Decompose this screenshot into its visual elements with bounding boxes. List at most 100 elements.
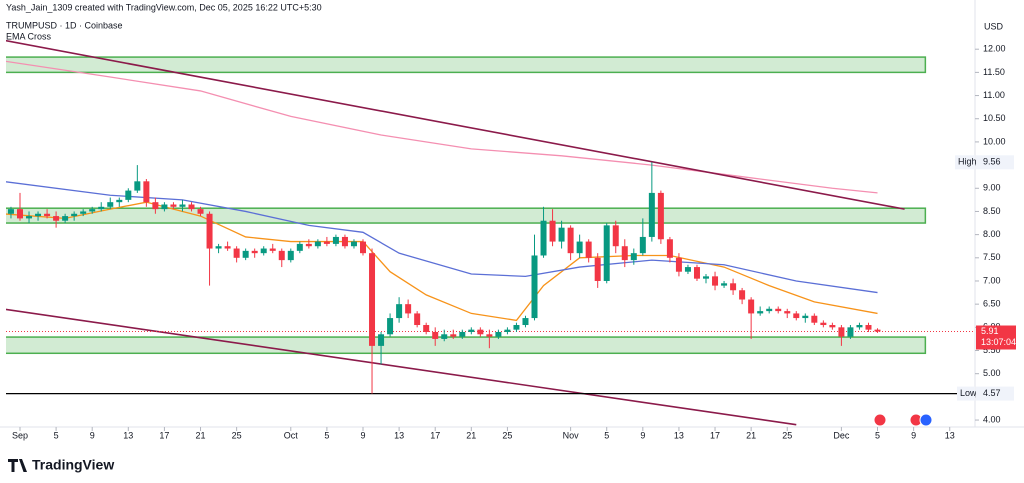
trend-line — [6, 39, 905, 210]
candle-body — [513, 325, 520, 330]
candle-body — [89, 209, 96, 212]
candle-body — [666, 239, 673, 258]
candle-body — [305, 243, 312, 247]
candle-body — [170, 204, 177, 207]
trend-line — [6, 308, 797, 426]
x-tick-label: 13 — [674, 430, 684, 440]
candle-body — [396, 304, 403, 319]
x-tick-label: 21 — [746, 430, 756, 440]
indicator: EMA Cross — [6, 31, 52, 41]
last-price-box — [976, 325, 1016, 350]
y-tick-label: 10.50 — [983, 113, 1006, 123]
candle-body — [712, 276, 719, 286]
candle-body — [7, 209, 14, 214]
candle-body — [332, 236, 339, 244]
ema-line — [6, 60, 878, 194]
y-tick-label: 9.00 — [983, 183, 1001, 193]
axes: 4.004.505.005.506.006.507.007.508.008.50… — [12, 44, 1016, 441]
candle-body — [639, 236, 646, 254]
candle-body — [621, 246, 628, 261]
candle-body — [116, 199, 123, 203]
credit: Yash_Jain_1309 created with TradingView.… — [6, 2, 322, 12]
zone — [6, 336, 927, 355]
x-tick-label: 5 — [324, 430, 329, 440]
candle-body — [874, 329, 881, 332]
zone — [6, 56, 927, 74]
candle-body — [423, 325, 430, 332]
candle-body — [369, 253, 376, 346]
candle-body — [314, 241, 321, 247]
high-value: 9.56 — [983, 157, 1001, 167]
candle-body — [269, 248, 276, 251]
x-tick-label: Nov — [563, 430, 580, 440]
event-flag[interactable] — [873, 413, 887, 427]
candle-body — [829, 325, 836, 328]
flags — [873, 413, 933, 427]
x-tick-label: Oct — [284, 430, 299, 440]
candle-body — [703, 276, 710, 279]
low-label: Low — [960, 388, 977, 398]
y-tick-label: 6.50 — [983, 299, 1001, 309]
y-tick-label: 4.00 — [983, 414, 1001, 424]
y-tick-label: 11.00 — [983, 90, 1005, 100]
candle-body — [53, 216, 60, 221]
candle-body — [477, 329, 484, 335]
candle-body — [657, 192, 664, 240]
x-tick-label: 21 — [196, 430, 206, 440]
x-tick-label: Sep — [12, 430, 28, 440]
x-tick-label: 9 — [640, 430, 645, 440]
countdown: 13:07:04 — [981, 337, 1016, 347]
candle-body — [387, 318, 394, 335]
candle-body — [693, 267, 700, 279]
candle-body — [630, 253, 637, 261]
candle-body — [197, 209, 204, 214]
candle-body — [16, 209, 23, 219]
candle-body — [378, 334, 385, 346]
candle-body — [784, 311, 791, 314]
candle-body — [143, 181, 150, 203]
candle-body — [766, 308, 773, 312]
logo: TradingView — [8, 457, 114, 473]
x-tick-label: 13 — [123, 430, 133, 440]
candle-body — [441, 334, 448, 339]
candle-body — [341, 236, 348, 247]
candle-body — [495, 331, 502, 337]
low-value-box — [976, 386, 1014, 401]
candle-body — [323, 241, 330, 244]
event-flag[interactable] — [919, 413, 933, 427]
low-value: 4.57 — [983, 388, 1001, 398]
candle-body — [350, 241, 357, 247]
candle-body — [242, 250, 249, 258]
x-tick-label: 13 — [945, 430, 955, 440]
candle-body — [233, 248, 240, 258]
candle-body — [820, 322, 827, 326]
plot-area — [6, 39, 975, 426]
candle-body — [865, 325, 872, 330]
x-tick-label: 9 — [360, 430, 365, 440]
x-tick-label: 21 — [466, 430, 476, 440]
x-tick-label: 9 — [90, 430, 95, 440]
x-tick-label: 5 — [54, 430, 59, 440]
candle-body — [278, 250, 285, 261]
candle-body — [107, 202, 114, 207]
candle-body — [811, 315, 818, 323]
candle-body — [44, 213, 51, 217]
x-tick-label: 5 — [604, 430, 609, 440]
candle-body — [188, 204, 195, 210]
candle-body — [558, 227, 565, 242]
y-tick-label: 7.00 — [983, 275, 1001, 285]
candle-body — [757, 311, 764, 314]
x-tick-label: 17 — [710, 430, 720, 440]
logo-text: TradingView — [32, 457, 114, 473]
x-tick-label: 9 — [911, 430, 916, 440]
candle-body — [26, 216, 33, 219]
y-tick-label: 11.50 — [983, 67, 1005, 77]
candle-body — [793, 313, 800, 319]
candle-body — [856, 325, 863, 328]
candle-body — [80, 211, 87, 214]
x-tick-label: 17 — [159, 430, 169, 440]
y-tick-label: 5.50 — [983, 345, 1001, 355]
candle-body — [35, 213, 42, 217]
candle-body — [648, 192, 655, 237]
